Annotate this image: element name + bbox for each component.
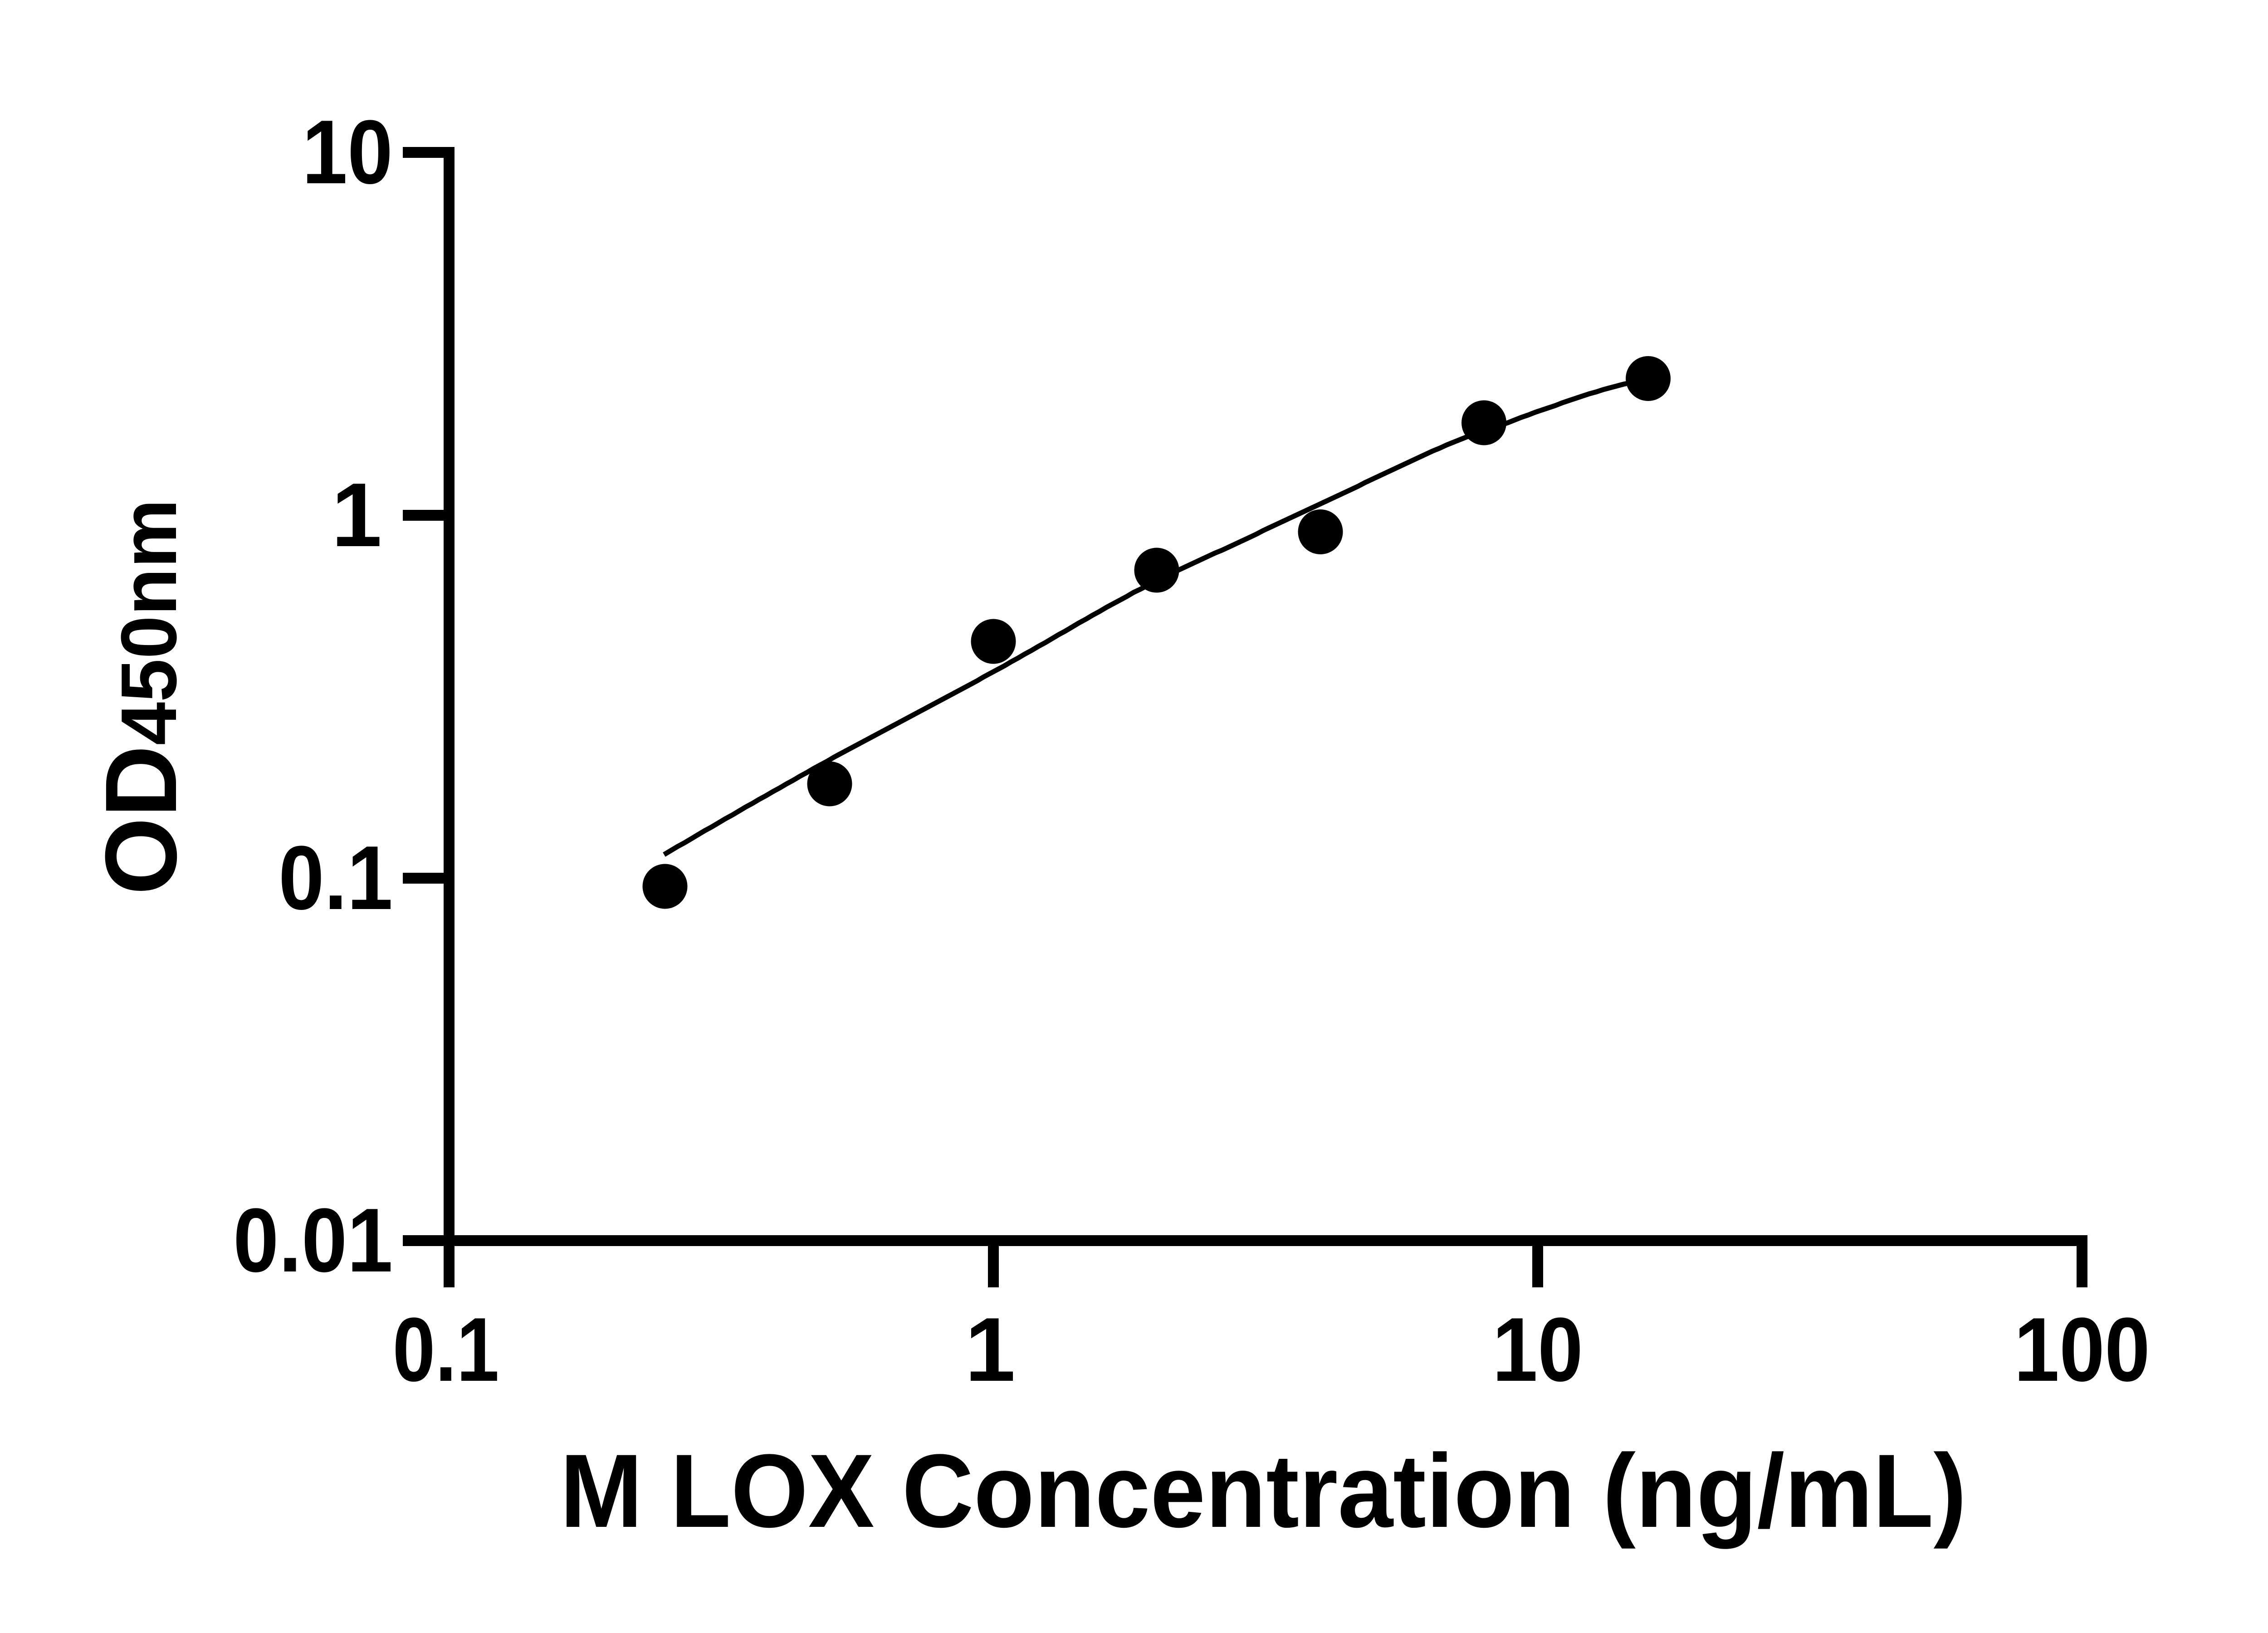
svg-text:0.01: 0.01 xyxy=(233,1190,393,1291)
svg-text:10: 10 xyxy=(302,102,393,203)
svg-text:0.1: 0.1 xyxy=(279,827,393,929)
svg-text:M LOX Concentration (ng/mL): M LOX Concentration (ng/mL) xyxy=(560,1433,1967,1549)
svg-text:1: 1 xyxy=(332,464,382,566)
svg-text:10: 10 xyxy=(1492,1299,1583,1400)
svg-text:OD: OD xyxy=(84,745,198,895)
svg-text:0.1: 0.1 xyxy=(393,1299,499,1400)
svg-text:450nm: 450nm xyxy=(104,499,193,745)
svg-text:1: 1 xyxy=(965,1299,1015,1400)
svg-text:100: 100 xyxy=(2014,1299,2150,1400)
